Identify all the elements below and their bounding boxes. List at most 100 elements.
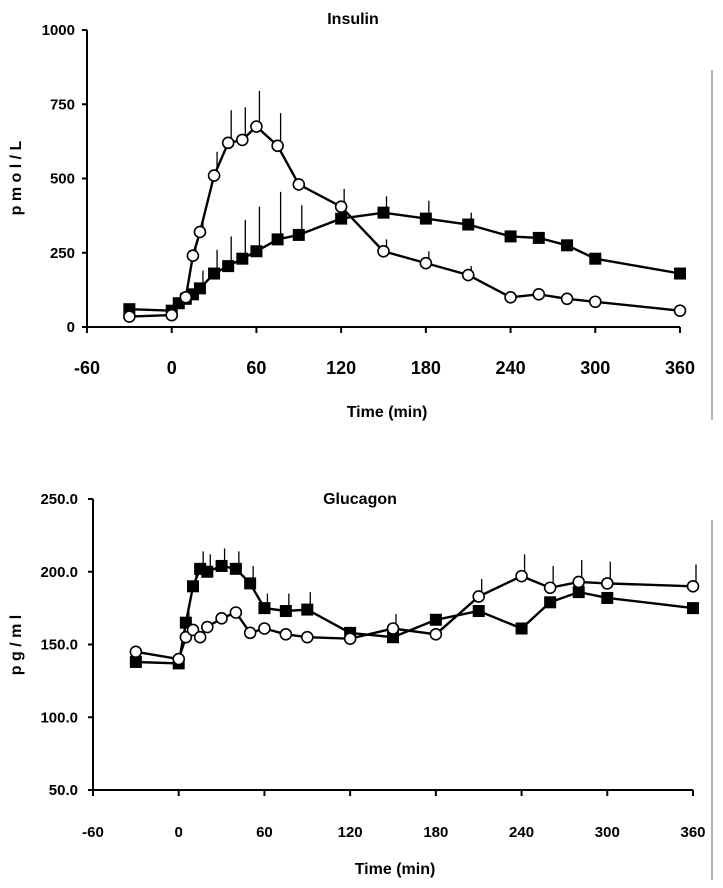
filled-square-series (123, 191, 686, 317)
y-axis-label: p g / m l (8, 615, 25, 675)
data-point-square (244, 577, 257, 590)
data-point-square (515, 622, 528, 635)
data-point-square (472, 605, 485, 618)
data-point-circle (193, 630, 207, 644)
x-tick-label: 120 (338, 824, 363, 841)
data-point-circle (123, 310, 136, 323)
data-point-circle (673, 304, 687, 317)
filled-square-series (129, 548, 699, 670)
data-point-circle (250, 120, 263, 133)
data-point-circle (343, 632, 357, 645)
data-point-circle (600, 577, 614, 590)
data-point-circle (560, 292, 574, 306)
y-tick-label: 200.0 (40, 564, 78, 581)
y-tick-label: 250.0 (40, 491, 78, 508)
data-point-circle (179, 290, 193, 304)
data-point-circle (186, 623, 200, 637)
y-tick-label: 100.0 (40, 709, 78, 726)
data-point-circle (543, 581, 557, 595)
data-point-circle (686, 579, 700, 593)
data-point-square (279, 605, 292, 618)
data-point-circle (193, 225, 207, 239)
series-line (129, 124, 681, 318)
data-point-square (419, 212, 432, 225)
data-point-circle (279, 628, 293, 641)
open-circle-series (129, 554, 700, 666)
x-tick-label: -60 (82, 824, 104, 841)
data-point-circle (236, 133, 249, 147)
data-point-circle (271, 139, 284, 153)
chart-title: Insulin (327, 11, 379, 28)
data-point-circle (429, 628, 443, 641)
data-point-circle (472, 590, 486, 603)
data-point-square (187, 580, 199, 593)
data-point-circle (207, 169, 221, 182)
x-axis-label: Time (min) (347, 404, 428, 421)
y-tick-label: 500 (50, 171, 75, 188)
data-point-square (544, 596, 557, 609)
data-point-square (215, 559, 228, 572)
x-tick-label: 240 (496, 358, 526, 378)
data-point-square (429, 613, 442, 626)
data-point-square (601, 591, 614, 604)
x-tick-label: 180 (423, 824, 448, 841)
data-point-square (504, 230, 517, 243)
data-point-square (532, 231, 545, 244)
data-point-square (674, 267, 686, 280)
data-point-square (208, 267, 221, 280)
glucagon-chart: Glucagon p g / m l Time (min) 50.0 100.0 1… (8, 491, 706, 878)
data-point-square (561, 239, 574, 252)
chart-title: Glucagon (323, 491, 397, 508)
data-point-circle (532, 288, 546, 301)
data-point-circle (186, 249, 200, 263)
data-point-square (271, 233, 284, 246)
data-point-square (201, 565, 214, 578)
insulin-chart: Insulin p m o l / L Time (min) 0 250 500 75… (8, 11, 695, 421)
x-tick-label: 60 (246, 358, 266, 378)
x-tick-label: 300 (595, 824, 620, 841)
data-point-circle (258, 622, 271, 635)
x-tick-label: 120 (326, 358, 356, 378)
data-point-square (301, 603, 314, 616)
x-axis-label: Time (min) (355, 861, 436, 878)
y-tick-label: 750 (50, 96, 75, 113)
y-tick-label: 150.0 (40, 637, 78, 654)
data-point-square (292, 228, 305, 241)
y-axis-label: p m o l / L (8, 140, 25, 215)
y-tick-label: 0 (67, 319, 75, 336)
open-circle-series (123, 90, 687, 323)
data-point-circle (386, 622, 400, 635)
data-point-square (193, 282, 206, 295)
data-point-square (572, 586, 585, 599)
y-tick-label: 1000 (42, 22, 75, 39)
x-tick-label: 60 (256, 824, 273, 841)
data-point-square (335, 212, 348, 225)
data-point-circle (504, 290, 517, 304)
data-point-circle (215, 612, 228, 625)
data-point-circle (200, 620, 214, 634)
data-point-square (129, 655, 142, 668)
data-point-square (250, 245, 263, 258)
data-point-square (687, 602, 699, 615)
data-point-circle (172, 652, 186, 666)
data-point-circle (221, 136, 235, 150)
data-point-square (387, 631, 399, 644)
x-tick-label: 180 (411, 358, 441, 378)
data-point-square (222, 260, 235, 273)
x-tick-label: 240 (509, 824, 534, 841)
data-point-circle (129, 645, 143, 659)
data-point-circle (419, 256, 433, 270)
data-point-circle (179, 630, 193, 644)
x-tick-label: 360 (665, 358, 695, 378)
data-point-circle (229, 606, 243, 619)
data-point-square (377, 206, 390, 219)
x-tick-label: 0 (175, 824, 183, 841)
y-tick-label: 50.0 (49, 782, 78, 799)
data-point-square (462, 218, 475, 231)
data-point-circle (300, 630, 314, 644)
data-point-circle (377, 244, 390, 258)
data-point-square (236, 252, 249, 265)
x-tick-label: 0 (167, 358, 177, 378)
data-point-square (258, 602, 271, 615)
